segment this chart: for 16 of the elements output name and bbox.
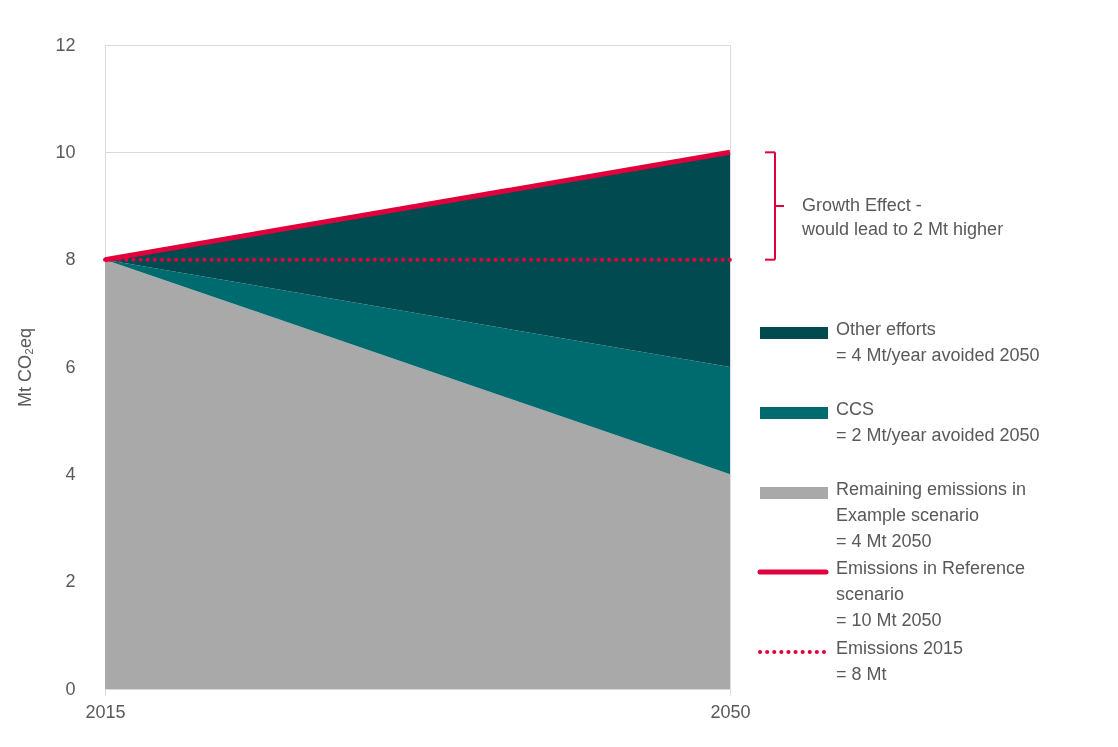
y-tick-label: 10 (55, 141, 76, 162)
legend-label: Remaining emissions in Example scenario = 4 Mt 2050 (836, 479, 1027, 551)
y-axis-title: Mt CO₂eq (15, 327, 36, 408)
legend-label: Emissions in Reference scenario = 10 Mt 2050 (836, 558, 1026, 630)
y-tick-label: 8 (65, 249, 76, 270)
y-tick-label: 2 (65, 571, 76, 592)
legend-label: Emissions 2015 = 8 Mt (836, 638, 964, 684)
text: Growth Effect - would lead to 2 Mt higher (801, 195, 1004, 239)
y-tick-label: 0 (65, 678, 76, 699)
x-tick-label: 2050 (710, 701, 751, 722)
legend-label: Other efforts = 4 Mt/year avoided 2050 (836, 319, 1040, 365)
y-tick-label: 12 (55, 34, 76, 55)
x-tick-label: 2015 (85, 701, 126, 722)
y-tick-label: 6 (65, 356, 76, 377)
legend-label: CCS = 2 Mt/year avoided 2050 (836, 399, 1040, 445)
y-tick-label: 4 (65, 463, 76, 484)
